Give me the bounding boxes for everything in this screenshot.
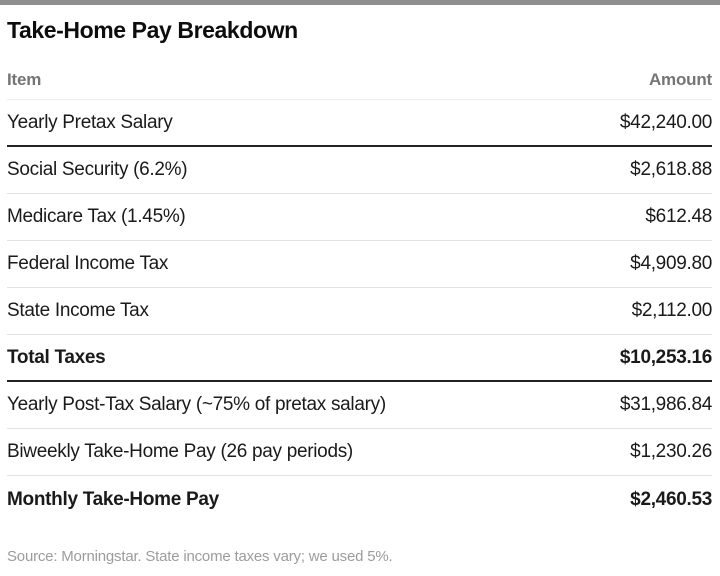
table-row: Medicare Tax (1.45%) $612.48 [7, 194, 712, 241]
item-cell: State Income Tax [7, 300, 149, 321]
column-header-item: Item [7, 70, 42, 89]
item-cell: Social Security (6.2%) [7, 159, 188, 180]
item-cell: Medicare Tax (1.45%) [7, 206, 186, 227]
table-row: Social Security (6.2%) $2,618.88 [7, 147, 712, 194]
table-row-monthly-take-home-pay: Monthly Take-Home Pay $2,460.53 [7, 476, 712, 523]
item-cell: Biweekly Take-Home Pay (26 pay periods) [7, 441, 353, 462]
table-header-row: Item Amount [7, 44, 712, 100]
amount-cell: $2,112.00 [631, 300, 713, 321]
amount-cell: $1,230.26 [630, 441, 712, 462]
amount-cell: $4,909.80 [630, 253, 712, 274]
table-row: Federal Income Tax $4,909.80 [7, 241, 712, 288]
source-note: Source: Morningstar. State income taxes … [7, 548, 393, 565]
table-row: Yearly Post-Tax Salary (~75% of pretax s… [7, 382, 712, 429]
page-title: Take-Home Pay Breakdown [7, 17, 298, 43]
amount-cell: $10,253.16 [619, 346, 712, 368]
item-cell: Federal Income Tax [7, 253, 169, 274]
column-header-amount: Amount [648, 70, 712, 89]
item-cell: Yearly Post-Tax Salary (~75% of pretax s… [7, 394, 386, 415]
top-rule [0, 0, 720, 5]
amount-cell: $42,240.00 [619, 111, 712, 133]
amount-cell: $612.48 [645, 206, 712, 227]
amount-cell: $31,986.84 [619, 394, 712, 415]
table-row: Biweekly Take-Home Pay (26 pay periods) … [7, 429, 712, 476]
amount-cell: $2,618.88 [630, 159, 712, 180]
item-cell: Total Taxes [7, 346, 106, 368]
table-row: Yearly Pretax Salary $42,240.00 [7, 100, 712, 147]
table-row-total-taxes: Total Taxes $10,253.16 [7, 335, 712, 382]
item-cell: Yearly Pretax Salary [7, 111, 173, 133]
item-cell: Monthly Take-Home Pay [7, 488, 219, 510]
table-row: State Income Tax $2,112.00 [7, 288, 712, 335]
amount-cell: $2,460.53 [630, 488, 712, 510]
